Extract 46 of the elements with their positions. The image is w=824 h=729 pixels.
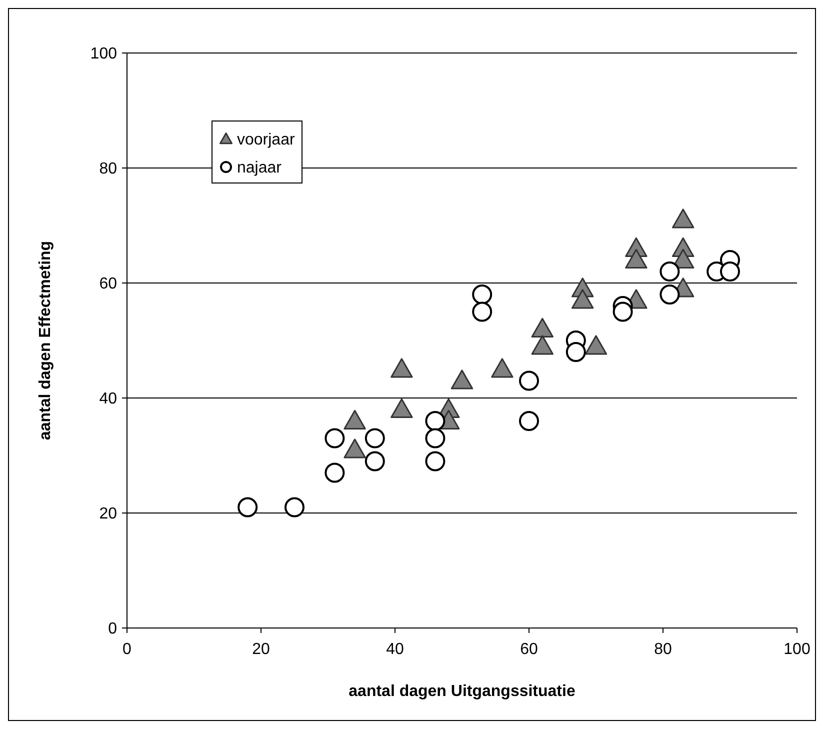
point xyxy=(324,428,345,448)
point xyxy=(472,302,492,322)
y-tick-label: 40 xyxy=(99,390,118,408)
point xyxy=(612,302,633,322)
y-tick-label: 80 xyxy=(99,160,118,178)
point xyxy=(625,248,648,269)
point xyxy=(425,428,446,448)
point xyxy=(390,398,413,418)
point xyxy=(390,358,413,378)
point xyxy=(584,335,608,355)
point xyxy=(364,451,385,472)
point xyxy=(344,410,366,430)
y-tick-label: 100 xyxy=(90,46,118,63)
point xyxy=(491,358,514,378)
point xyxy=(364,428,385,448)
point xyxy=(425,411,446,431)
x-tick-label: 80 xyxy=(654,641,672,658)
point xyxy=(672,208,694,228)
y-tick-label: 0 xyxy=(108,620,118,638)
point xyxy=(519,411,539,431)
y-tick-label: 20 xyxy=(99,506,118,523)
point xyxy=(660,262,680,282)
x-tick-label: 0 xyxy=(122,641,132,658)
point xyxy=(519,370,539,391)
point xyxy=(566,342,586,362)
y-axis-title: aantal dagen Effectmeting xyxy=(37,240,54,440)
y-tick-label: 60 xyxy=(99,276,118,293)
point xyxy=(531,335,554,355)
point xyxy=(284,497,304,518)
point xyxy=(425,451,446,472)
x-axis-title: aantal dagen Uitgangssituatie xyxy=(348,683,576,700)
x-tick-label: 60 xyxy=(520,641,538,658)
point xyxy=(572,289,594,309)
point xyxy=(531,318,554,338)
point xyxy=(472,284,492,304)
point xyxy=(238,497,258,518)
point xyxy=(344,438,366,458)
point xyxy=(660,284,680,304)
legend-label: voorjaar xyxy=(237,132,296,149)
point xyxy=(450,370,474,390)
point xyxy=(720,262,740,282)
x-tick-label: 100 xyxy=(784,641,810,658)
x-tick-label: 20 xyxy=(252,641,270,658)
point xyxy=(324,462,345,483)
x-tick-label: 40 xyxy=(386,641,404,658)
legend-label: najaar xyxy=(237,160,282,177)
